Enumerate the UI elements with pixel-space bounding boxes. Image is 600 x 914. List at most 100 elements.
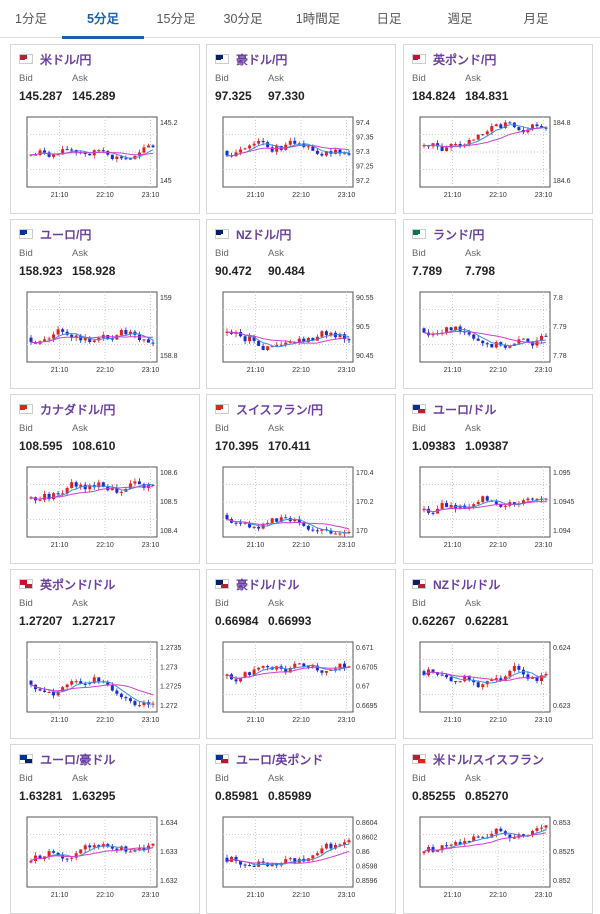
pair-name[interactable]: 豪ドル/円 <box>236 52 288 67</box>
rate-card[interactable]: 米ドル/円 Bid Ask 145.287 145.289 145.2 145 21:10 22… <box>10 44 200 214</box>
candle-body <box>234 679 238 682</box>
plot-area <box>26 816 158 888</box>
mini-chart[interactable]: 1.2735 1.273 1.2725 1.272 21:10 22:10 23:10 <box>19 636 195 734</box>
mini-chart[interactable]: 0.624 0.623 21:10 22:10 23:10 <box>412 636 588 734</box>
plot-area <box>419 816 551 888</box>
tab-2[interactable]: 15分足 <box>156 12 196 26</box>
candle-body <box>472 504 476 507</box>
pair-name[interactable]: ユーロ/英ポンド <box>236 752 324 767</box>
tab-7[interactable]: 月足 <box>523 12 549 26</box>
mini-chart[interactable]: 1.095 1.0945 1.094 21:10 22:10 23:10 <box>412 461 588 559</box>
x-tick-label: 23:10 <box>142 542 160 549</box>
eu-au-flag-icon <box>19 754 33 764</box>
mini-chart[interactable]: 145.2 145 21:10 22:10 23:10 <box>19 111 195 209</box>
mini-chart[interactable]: 97.4 97.35 97.3 97.25 97.2 21:10 22:10 23:10 <box>215 111 391 209</box>
candle-body <box>284 668 288 673</box>
rate-card[interactable]: NZドル/円 Bid Ask 90.472 90.484 90.55 90.5 90.45 21… <box>206 219 396 389</box>
rate-card[interactable]: 英ポンド/ドル Bid Ask 1.27207 1.27217 1.2735 1.273 1.… <box>10 569 200 739</box>
candle-body <box>119 156 123 159</box>
rate-card[interactable]: ユーロ/ドル Bid Ask 1.09383 1.09387 1.095 1.0945 1.0… <box>403 394 593 564</box>
price-chart-svg: 145.2 145 21:10 22:10 23:10 <box>26 116 178 199</box>
price-chart-svg: 1.095 1.0945 1.094 21:10 22:10 23:10 <box>419 466 575 549</box>
mini-chart[interactable]: 159 158.8 21:10 22:10 23:10 <box>19 286 195 384</box>
candle-body <box>52 154 56 157</box>
candle-body <box>530 342 534 346</box>
rate-card[interactable]: 豪ドル/ドル Bid Ask 0.66984 0.66993 0.671 0.6705 0.6… <box>206 569 396 739</box>
candle-body <box>234 856 238 861</box>
candle-body <box>288 342 292 344</box>
pair-name[interactable]: 米ドル/スイスフラン <box>433 752 544 767</box>
mini-chart[interactable]: 0.853 0.8525 0.852 21:10 22:10 23:10 <box>412 811 588 909</box>
candle-body <box>347 531 351 533</box>
rate-card[interactable]: ユーロ/豪ドル Bid Ask 1.63281 1.63295 1.634 1.633 1.6… <box>10 744 200 914</box>
candle-body <box>110 846 114 849</box>
x-tick-label: 23:10 <box>142 192 160 199</box>
ask-label: Ask <box>465 423 481 434</box>
mini-chart[interactable]: 108.6 108.5 108.4 21:10 22:10 23:10 <box>19 461 195 559</box>
pair-name[interactable]: 米ドル/円 <box>40 52 92 67</box>
candle-body <box>248 522 252 528</box>
candle-body <box>458 143 462 147</box>
pair-name[interactable]: NZドル/円 <box>236 227 292 242</box>
y-tick-label: 0.8525 <box>553 849 575 856</box>
candle-body <box>119 693 123 698</box>
pair-name[interactable]: ユーロ/円 <box>40 227 92 242</box>
tab-3[interactable]: 30分足 <box>223 12 263 26</box>
rate-card[interactable]: ユーロ/円 Bid Ask 158.923 158.928 159 158.8 21:10 22… <box>10 219 200 389</box>
price-chart-svg: 97.4 97.35 97.3 97.25 97.2 21:10 22:10 23:10 <box>222 116 374 199</box>
mini-chart[interactable]: 184.8 184.6 21:10 22:10 23:10 <box>412 111 588 209</box>
plot-area <box>222 641 354 713</box>
x-tick-label: 22:10 <box>96 717 114 724</box>
candle-body <box>320 331 324 337</box>
candle-body <box>142 339 146 341</box>
candle-body <box>440 674 444 676</box>
rate-card[interactable]: ユーロ/英ポンド Bid Ask 0.85981 0.85989 0.8604 0.8602… <box>206 744 396 914</box>
x-tick-label: 21:10 <box>247 892 265 899</box>
pair-name[interactable]: 英ポンド/ドル <box>40 577 116 592</box>
pair-name[interactable]: カナダドル/円 <box>40 402 116 417</box>
tab-0[interactable]: 1分足 <box>15 12 47 26</box>
rate-card[interactable]: NZドル/ドル Bid Ask 0.62267 0.62281 0.624 0.623 21:… <box>403 569 593 739</box>
rate-card[interactable]: 米ドル/スイスフラン Bid Ask 0.85255 0.85270 0.853 0.852… <box>403 744 593 914</box>
pair-name[interactable]: 豪ドル/ドル <box>236 577 300 592</box>
rate-card[interactable]: カナダドル/円 Bid Ask 108.595 108.610 108.6 108.5 108… <box>10 394 200 564</box>
ask-label: Ask <box>268 423 284 434</box>
rate-card[interactable]: 豪ドル/円 Bid Ask 97.325 97.330 97.4 97.35 97.3 97.2… <box>206 44 396 214</box>
tab-4[interactable]: 1時間足 <box>295 12 341 26</box>
candle-body <box>539 126 543 128</box>
tab-1[interactable]: 5分足 <box>62 0 144 39</box>
ma-long-line <box>226 518 350 530</box>
rate-card[interactable]: ランド/円 Bid Ask 7.789 7.798 7.8 7.79 7.78 21:10 22:… <box>403 219 593 389</box>
bid-label: Bid <box>19 73 33 84</box>
bid-value: 0.85255 <box>412 789 456 803</box>
candle-body <box>535 498 539 500</box>
mini-chart[interactable]: 1.634 1.633 1.632 21:10 22:10 23:10 <box>19 811 195 909</box>
pair-name[interactable]: 英ポンド/円 <box>433 52 497 67</box>
pair-name[interactable]: NZドル/ドル <box>433 577 501 592</box>
mini-chart[interactable]: 170.4 170.2 170 21:10 22:10 23:10 <box>215 461 391 559</box>
candle-body <box>449 844 453 846</box>
mini-chart[interactable]: 90.55 90.5 90.45 21:10 22:10 23:10 <box>215 286 391 384</box>
mini-chart[interactable]: 0.671 0.6705 0.67 0.6695 21:10 22:10 23:10 <box>215 636 391 734</box>
candle-body <box>61 149 65 155</box>
rate-card[interactable]: スイスフラン/円 Bid Ask 170.395 170.411 170.4 170.2 17… <box>206 394 396 564</box>
mini-chart[interactable]: 7.8 7.79 7.78 21:10 22:10 23:10 <box>412 286 588 384</box>
pair-name[interactable]: ランド/円 <box>433 227 485 242</box>
pair-name[interactable]: ユーロ/ドル <box>433 402 497 417</box>
pair-name[interactable]: スイスフラン/円 <box>236 402 323 417</box>
mini-chart[interactable]: 0.8604 0.8602 0.86 0.8598 0.8596 21:10 22:10 23… <box>215 811 391 909</box>
candle-body <box>275 864 279 866</box>
ma-long-line <box>226 666 350 679</box>
tab-6[interactable]: 週足 <box>447 12 473 26</box>
candle-body <box>311 665 315 667</box>
rate-card[interactable]: 英ポンド/円 Bid Ask 184.824 184.831 184.8 184.6 21:1… <box>403 44 593 214</box>
pair-name[interactable]: ユーロ/豪ドル <box>40 752 116 767</box>
bid-value: 0.62267 <box>412 614 456 628</box>
tab-5[interactable]: 日足 <box>376 12 402 26</box>
price-chart-svg: 1.634 1.633 1.632 21:10 22:10 23:10 <box>26 816 178 899</box>
candle-body <box>445 147 449 152</box>
au-us-flag-icon <box>215 579 229 589</box>
y-tick-label: 1.633 <box>160 849 178 856</box>
x-tick-label: 23:10 <box>142 367 160 374</box>
candle-body <box>526 338 530 343</box>
